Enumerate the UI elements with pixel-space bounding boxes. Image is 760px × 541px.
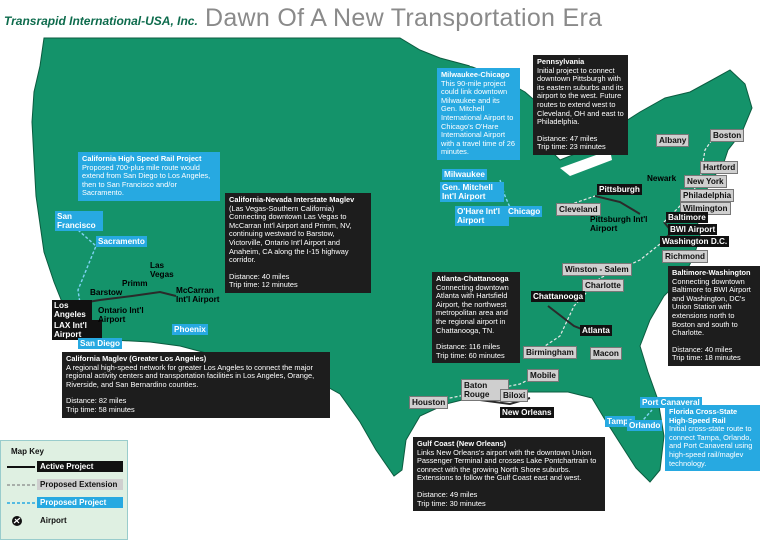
project-description: Initial cross-state route to connect Tam… (669, 424, 753, 468)
project-box: Atlanta-Chattanooga Connecting downtown A… (432, 272, 520, 364)
city-label: Macon (590, 347, 622, 360)
city-label: Newark (647, 174, 677, 183)
city-label: Atlanta (580, 325, 612, 336)
city-label: Primm (122, 279, 148, 288)
great-lakes (460, 52, 612, 176)
project-distance: Distance: 47 miles (537, 133, 598, 143)
project-trip-time: Trip time: 12 minutes (229, 280, 298, 290)
project-distance: Distance: 40 miles (672, 344, 733, 354)
map-key-title: Map Key (11, 447, 44, 456)
project-trip-time: Trip time: 60 minutes (436, 350, 505, 360)
project-trip-time: Trip time: 18 minutes (672, 353, 741, 363)
project-title: Milwaukee-Chicago (441, 70, 510, 79)
project-box: Florida Cross-State High-Speed Rail Initi… (665, 405, 760, 472)
project-description: Proposed 700-plus mile route would exten… (82, 162, 211, 198)
project-title: Florida Cross-State High-Speed Rail (669, 407, 738, 425)
project-title: Gulf Coast (New Orleans) (417, 439, 507, 448)
logo: Transrapid International-USA, Inc. (4, 14, 198, 28)
project-trip-time: Trip time: 30 minutes (417, 498, 486, 508)
city-label: Houston (409, 396, 449, 409)
project-title: Pennsylvania (537, 57, 585, 66)
project-distance: Distance: 40 miles (229, 271, 290, 281)
project-description: A regional high-speed network for greate… (66, 362, 315, 389)
project-box: Pennsylvania Initial project to connect d… (533, 55, 628, 155)
city-label: Baltimore (666, 212, 708, 223)
city-label: Charlotte (582, 279, 624, 292)
project-box: Gulf Coast (New Orleans) Links New Orlean… (413, 437, 605, 512)
key-item: Active Project (37, 461, 123, 472)
city-label: Biloxi (500, 389, 529, 402)
city-label: New Orleans (500, 407, 554, 418)
city-label: McCarran Int'l Airport (176, 286, 220, 304)
project-description: Connecting downtown Baltimore to BWI Air… (672, 276, 751, 338)
city-label: Gen. Mitchell Int'l Airport (440, 182, 504, 202)
project-box: Baltimore-Washington Connecting downtown … (668, 266, 760, 366)
city-label: Pittsburgh (597, 184, 642, 195)
city-label: San Francisco (55, 211, 103, 231)
project-description: Links New Orleans's airport with the dow… (417, 447, 597, 483)
key-item: Proposed Project (37, 497, 123, 508)
project-description: This 90-mile project could link downtown… (441, 78, 515, 157)
city-label: Chicago (506, 206, 543, 217)
project-trip-time: Trip time: 58 minutes (66, 404, 135, 414)
city-label: Albany (656, 134, 690, 147)
city-label: Hartford (700, 161, 739, 174)
key-symbol (13, 517, 21, 524)
city-label: BWI Airport (668, 224, 718, 235)
city-label: Tampa (605, 416, 635, 427)
project-box: California Maglev (Greater Los Angeles) A… (62, 352, 330, 418)
project-distance: Distance: 49 miles (417, 489, 478, 499)
city-label: Pittsburgh Int'l Airport (590, 215, 648, 233)
project-title: California Maglev (Greater Los Angeles) (66, 354, 207, 363)
city-label: Boston (710, 129, 745, 142)
city-label: Birmingham (523, 346, 577, 359)
project-distance: Distance: 116 miles (436, 342, 500, 352)
project-title: California High Speed Rail Project (82, 154, 202, 163)
city-label: San Diego (78, 338, 123, 349)
city-label: Washington D.C. (660, 236, 730, 247)
city-label: Philadelphia (680, 189, 735, 202)
city-label: LAX Int'l Airport (52, 320, 102, 340)
project-title: California-Nevada Interstate Maglev (229, 195, 355, 204)
key-item: Proposed Extension (37, 479, 123, 490)
city-label: Sacramento (96, 236, 147, 247)
map-key: Map Key Active Project Proposed Extension… (0, 440, 128, 540)
project-description: (Las Vegas-Southern California) Connecti… (229, 203, 352, 265)
city-label: Cleveland (556, 203, 601, 216)
city-label: Winston - Salem (562, 263, 632, 276)
city-label: Phoenix (172, 324, 208, 335)
key-item: Airport (40, 516, 67, 525)
city-label: Ontario Int'l Airport (98, 306, 144, 324)
city-label: Milwaukee (442, 169, 487, 180)
map-key-symbols (7, 466, 35, 526)
project-distance: Distance: 82 miles (66, 396, 127, 406)
project-trip-time: Trip time: 23 minutes (537, 142, 606, 152)
city-label: Port Canaveral (640, 397, 702, 408)
page-title: Dawn Of A New Transportation Era (205, 4, 603, 32)
project-description: Initial project to connect downtown Pitt… (537, 65, 624, 127)
city-label: Barstow (90, 288, 123, 297)
city-label: New York (684, 175, 727, 188)
project-title: Atlanta-Chattanooga (436, 274, 509, 283)
project-box: California High Speed Rail Project Propos… (78, 152, 220, 201)
city-label: Mobile (527, 369, 559, 382)
city-label: Orlando (627, 420, 663, 431)
project-description: Connecting downtown Atlanta with Hartsfi… (436, 282, 509, 335)
city-label: Chattanooga (531, 291, 586, 302)
project-box: California-Nevada Interstate Maglev (Las … (225, 193, 371, 293)
city-label: Las Vegas (150, 261, 174, 279)
city-label: Richmond (662, 250, 709, 263)
city-label: Los Angeles (52, 300, 92, 320)
project-box: Milwaukee-Chicago This 90-mile project co… (437, 68, 520, 160)
project-title: Baltimore-Washington (672, 268, 751, 277)
city-label: O'Hare Int'l Airport (455, 206, 509, 226)
